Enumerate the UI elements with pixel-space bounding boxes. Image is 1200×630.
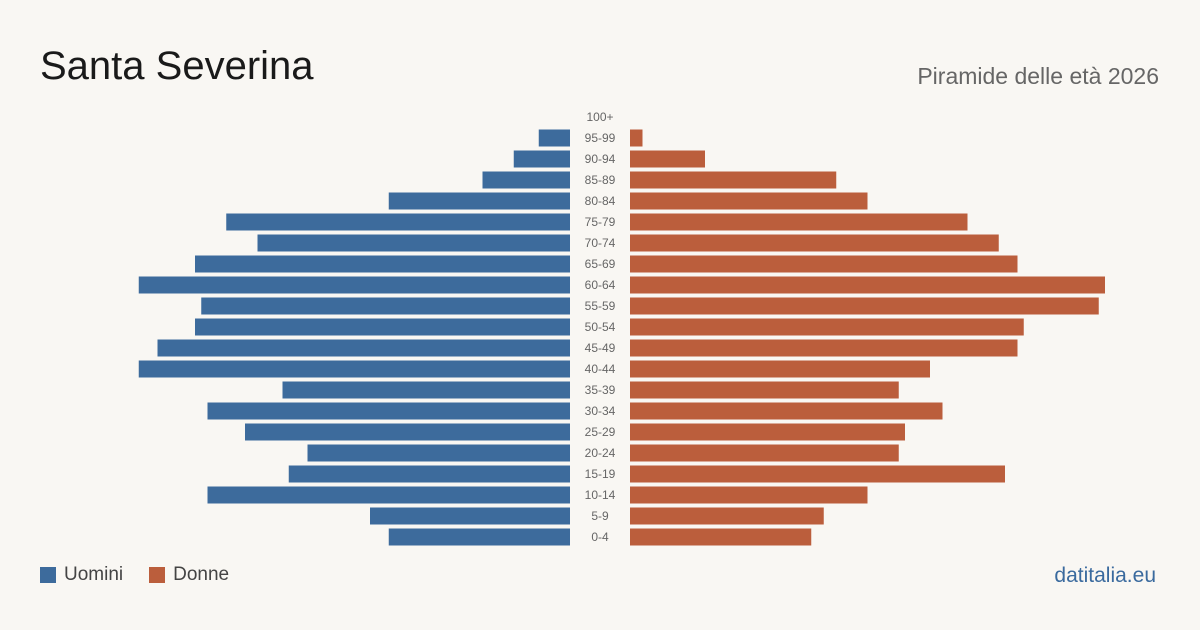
bar-women-15-19 — [630, 465, 1005, 483]
legend-label-women: Donne — [173, 564, 230, 585]
bar-men-40-44 — [138, 360, 570, 378]
age-label-85-89: 85-89 — [585, 173, 616, 187]
age-label-45-49: 45-49 — [585, 341, 616, 355]
age-label-0-4: 0-4 — [591, 530, 609, 544]
age-label-10-14: 10-14 — [585, 488, 616, 502]
age-label-75-79: 75-79 — [585, 215, 616, 229]
bar-women-5-9 — [630, 507, 824, 525]
bar-women-55-59 — [630, 297, 1099, 315]
age-label-65-69: 65-69 — [585, 257, 616, 271]
age-label-30-34: 30-34 — [585, 404, 616, 418]
bar-women-90-94 — [630, 150, 705, 168]
bar-men-65-69 — [195, 255, 570, 273]
bar-men-5-9 — [370, 507, 570, 525]
bar-men-35-39 — [282, 381, 570, 399]
bar-men-25-29 — [245, 423, 570, 441]
bar-women-20-24 — [630, 444, 899, 462]
age-label-95-99: 95-99 — [585, 131, 616, 145]
bar-men-0-4 — [388, 528, 570, 546]
legend-label-men: Uomini — [64, 564, 124, 585]
age-label-50-54: 50-54 — [585, 320, 616, 334]
chart-title: Santa Severina — [40, 44, 314, 88]
age-label-90-94: 90-94 — [585, 152, 616, 166]
bar-women-75-79 — [630, 213, 968, 231]
bar-men-15-19 — [288, 465, 570, 483]
bar-men-50-54 — [195, 318, 570, 336]
bar-men-55-59 — [201, 297, 570, 315]
bar-men-85-89 — [482, 171, 570, 189]
legend-swatch-women — [149, 567, 166, 583]
bar-women-10-14 — [630, 486, 868, 504]
bar-women-25-29 — [630, 423, 905, 441]
source-link[interactable]: datitalia.eu — [1054, 564, 1156, 587]
bar-women-30-34 — [630, 402, 943, 420]
bar-men-95-99 — [538, 129, 570, 147]
bar-women-40-44 — [630, 360, 930, 378]
chart-subtitle: Piramide delle età 2026 — [917, 63, 1159, 89]
age-label-25-29: 25-29 — [585, 425, 616, 439]
bar-men-30-34 — [207, 402, 570, 420]
bar-men-80-84 — [388, 192, 570, 210]
age-label-60-64: 60-64 — [585, 278, 616, 292]
chart-legend: Uomini Donne — [40, 564, 255, 586]
legend-swatch-men — [40, 567, 56, 583]
age-label-40-44: 40-44 — [585, 362, 616, 376]
age-label-55-59: 55-59 — [585, 299, 616, 313]
age-label-15-19: 15-19 — [585, 467, 616, 481]
age-label-100plus: 100+ — [586, 110, 613, 124]
bar-women-0-4 — [630, 528, 812, 546]
bar-men-60-64 — [138, 276, 570, 294]
bar-men-70-74 — [257, 234, 570, 252]
legend-item-women: Donne — [149, 564, 229, 586]
bar-women-65-69 — [630, 255, 1018, 273]
bar-women-35-39 — [630, 381, 899, 399]
bar-women-60-64 — [630, 276, 1105, 294]
age-label-80-84: 80-84 — [585, 194, 616, 208]
bar-women-85-89 — [630, 171, 837, 189]
bar-men-45-49 — [157, 339, 570, 357]
age-label-20-24: 20-24 — [585, 446, 616, 460]
legend-item-men: Uomini — [40, 564, 123, 586]
age-label-35-39: 35-39 — [585, 383, 616, 397]
bar-women-50-54 — [630, 318, 1024, 336]
bar-men-10-14 — [207, 486, 570, 504]
bar-women-70-74 — [630, 234, 999, 252]
bar-women-80-84 — [630, 192, 868, 210]
age-label-70-74: 70-74 — [585, 236, 616, 250]
age-label-5-9: 5-9 — [591, 509, 609, 523]
bar-men-75-79 — [226, 213, 570, 231]
bar-women-45-49 — [630, 339, 1018, 357]
bar-women-95-99 — [630, 129, 643, 147]
bar-men-20-24 — [307, 444, 570, 462]
bar-men-90-94 — [513, 150, 570, 168]
